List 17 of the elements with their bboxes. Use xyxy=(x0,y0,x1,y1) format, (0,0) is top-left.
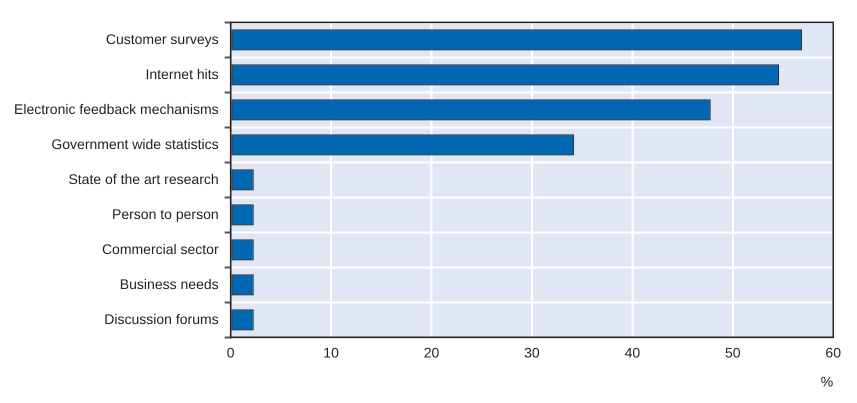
y-tick-label: State of the art research xyxy=(68,170,219,187)
y-tick-label: Electronic feedback mechanisms xyxy=(14,100,219,117)
y-tick-label: Commercial sector xyxy=(102,240,219,257)
y-tick-label: Person to person xyxy=(112,206,219,222)
y-tick-label: Internet hits xyxy=(145,66,219,82)
y-tick-label: Business needs xyxy=(120,276,219,292)
y-tick-label: Government wide statistics xyxy=(51,136,219,152)
x-tick-label: 0 xyxy=(226,344,235,361)
x-tick-label: 60 xyxy=(825,344,842,361)
x-tick-label: 30 xyxy=(524,344,540,361)
x-tick-label: 50 xyxy=(724,344,741,361)
x-tick-label: 10 xyxy=(323,344,340,361)
x-axis-title: % xyxy=(820,373,834,390)
x-tick-label: 40 xyxy=(624,344,640,361)
y-tick-label: Customer surveys xyxy=(106,30,219,47)
y-tick-label: Discussion forums xyxy=(104,310,219,327)
x-tick-label: 20 xyxy=(424,344,440,361)
